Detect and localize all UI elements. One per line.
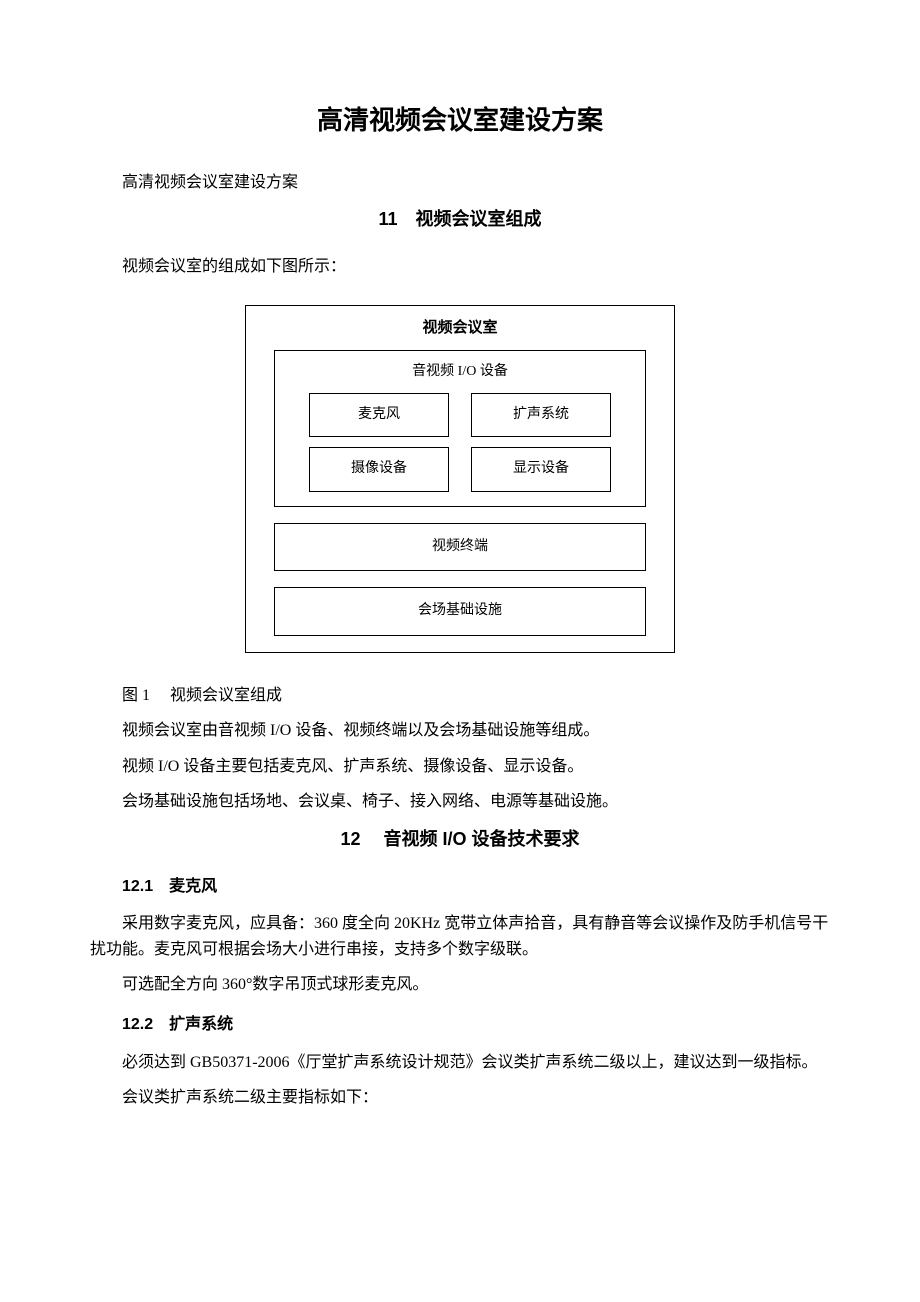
diagram-outer-box: 视频会议室 音视频 I/O 设备 麦克风 扩声系统 摄像设备 显示设备 视频终端… xyxy=(245,305,675,653)
section-11-para1: 视频会议室由音视频 I/O 设备、视频终端以及会场基础设施等组成。 xyxy=(90,718,830,744)
document-title: 高清视频会议室建设方案 xyxy=(90,100,830,142)
section-12-2-para2: 会议类扩声系统二级主要指标如下： xyxy=(90,1085,830,1111)
diagram-terminal-label: 视频终端 xyxy=(275,536,645,558)
section-12-1-heading: 12.1 麦克风 xyxy=(90,874,830,900)
section-12-1-para2: 可选配全方向 360°数字吊顶式球形麦克风。 xyxy=(90,972,830,998)
diagram-box-display: 显示设备 xyxy=(471,447,611,491)
document-subtitle: 高清视频会议室建设方案 xyxy=(90,170,830,196)
section-12-2-heading: 12.2 扩声系统 xyxy=(90,1012,830,1038)
diagram-io-title: 音视频 I/O 设备 xyxy=(275,361,645,393)
figure-1-caption: 图 1 视频会议室组成 xyxy=(90,683,830,709)
section-11-para3: 会场基础设施包括场地、会议桌、椅子、接入网络、电源等基础设施。 xyxy=(90,789,830,815)
section-12-heading: 12 音视频 I/O 设备技术要求 xyxy=(90,825,830,854)
section-11-intro: 视频会议室的组成如下图所示： xyxy=(90,254,830,280)
diagram-wrapper: www. bd .com 视频会议室 音视频 I/O 设备 麦克风 扩声系统 摄… xyxy=(90,305,830,653)
diagram-io-section: 音视频 I/O 设备 麦克风 扩声系统 摄像设备 显示设备 xyxy=(274,350,646,507)
section-11-heading: 11 视频会议室组成 xyxy=(90,205,830,234)
diagram-infra-section: 会场基础设施 xyxy=(274,587,646,635)
diagram-row-1: 麦克风 扩声系统 xyxy=(275,393,645,437)
section-11-para2: 视频 I/O 设备主要包括麦克风、扩声系统、摄像设备、显示设备。 xyxy=(90,754,830,780)
diagram-box-mic: 麦克风 xyxy=(309,393,449,437)
section-12-1-para1: 采用数字麦克风，应具备：360 度全向 20KHz 宽带立体声拾音，具有静音等会… xyxy=(90,911,830,962)
diagram-outer-title: 视频会议室 xyxy=(246,306,674,350)
section-12-2-para1: 必须达到 GB50371-2006《厅堂扩声系统设计规范》会议类扩声系统二级以上… xyxy=(90,1050,830,1076)
diagram-box-pa: 扩声系统 xyxy=(471,393,611,437)
diagram-row-2: 摄像设备 显示设备 xyxy=(275,447,645,491)
diagram-box-camera: 摄像设备 xyxy=(309,447,449,491)
diagram-terminal-section: 视频终端 xyxy=(274,523,646,571)
diagram-infra-label: 会场基础设施 xyxy=(275,600,645,622)
